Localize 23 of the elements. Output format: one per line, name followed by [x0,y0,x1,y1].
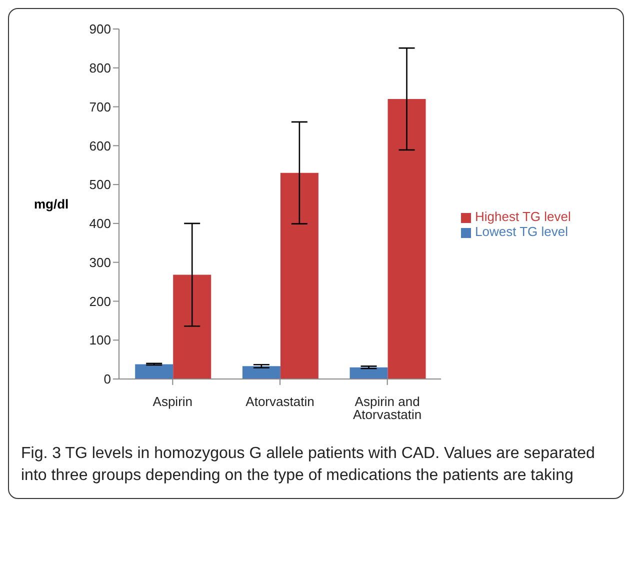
x-tick-label: Aspirin [152,394,193,410]
y-axis-title: mg/dl [34,196,69,212]
bar [388,99,426,379]
y-tick-label: 800 [89,60,111,76]
y-tick-label: 400 [89,216,111,232]
y-tick-label: 900 [89,22,111,37]
y-tick-label: 300 [89,254,111,270]
bar [280,172,318,379]
legend-label: Lowest TG level [475,224,568,239]
bar [350,367,388,379]
x-tick-label: Aspirin and Atorvastatin [353,394,422,422]
y-tick-label: 100 [89,332,111,348]
x-tick-label: Atorvastatin [246,394,314,410]
caption: Fig. 3 TG levels in homozygous G allele patients with CAD. Values are separated into three groups depending on the type of medications the patients are taking [21,444,596,486]
y-tick-label: 200 [89,294,111,309]
y-tick-label: 500 [89,177,111,192]
y-tick-label: 700 [89,99,111,114]
bar [173,274,212,379]
bar [135,364,174,379]
y-tick-label: 600 [89,138,111,154]
bar [242,366,280,379]
legend-label: Highest TG level [475,209,571,224]
y-tick-label: 0 [104,372,111,387]
